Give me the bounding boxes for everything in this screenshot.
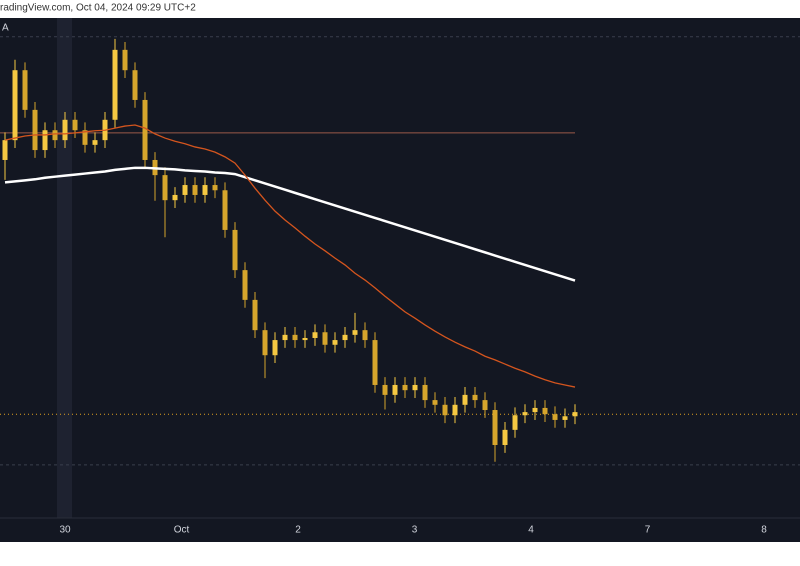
candle-body	[542, 407, 548, 415]
candle-body	[562, 416, 568, 420]
candle-body	[472, 394, 478, 401]
candle-body	[242, 270, 248, 300]
candle-body	[332, 340, 338, 345]
x-tick-label: 2	[295, 525, 301, 536]
candle-body	[42, 130, 48, 151]
candle-body	[482, 400, 488, 411]
candle-body	[12, 70, 18, 141]
candle-body	[172, 194, 178, 201]
candle-body	[422, 384, 428, 401]
candle-body	[182, 185, 188, 195]
x-tick-label: Oct	[174, 525, 190, 536]
candle-body	[212, 185, 218, 191]
candle-body	[312, 332, 318, 338]
candle-body	[232, 229, 238, 271]
candle-body	[192, 185, 198, 195]
candle-body	[412, 384, 418, 391]
candle-body	[502, 429, 508, 445]
candle-body	[122, 49, 128, 71]
candle-body	[132, 70, 138, 100]
candle-body	[272, 340, 278, 356]
candle-body	[342, 334, 348, 341]
candle-body	[492, 410, 498, 445]
x-tick-label: 30	[59, 525, 71, 536]
candle-body	[442, 404, 448, 416]
candle-body	[32, 109, 38, 151]
x-tick-label: 3	[412, 525, 418, 536]
candle-body	[222, 190, 228, 230]
candle-body	[302, 337, 308, 341]
candle-body	[252, 299, 258, 331]
candle-body	[202, 185, 208, 195]
corner-label: A	[2, 23, 9, 34]
candle-body	[62, 119, 68, 141]
candle-body	[2, 140, 8, 160]
x-tick-label: 7	[645, 525, 651, 536]
session-band	[57, 18, 72, 518]
candle-body	[372, 340, 378, 385]
candle-body	[432, 400, 438, 405]
candle-body	[82, 130, 88, 145]
candle-body	[52, 130, 58, 141]
candle-body	[522, 412, 528, 416]
candle-body	[92, 140, 98, 145]
candle-body	[402, 384, 408, 391]
candle-body	[362, 330, 368, 341]
candle-body	[572, 412, 578, 417]
candle-body	[22, 70, 28, 110]
moving-average	[4, 166, 576, 282]
candle-body	[512, 415, 518, 430]
candle-body	[382, 384, 388, 395]
candle-body	[262, 330, 268, 356]
candle-body	[532, 407, 538, 413]
moving-average	[4, 124, 576, 388]
candle-body	[162, 175, 168, 201]
x-tick-label: 4	[528, 525, 534, 536]
header-text: radingView.com, Oct 04, 2024 09:29 UTC+2	[0, 3, 196, 14]
candle-body	[72, 119, 78, 131]
chart-panel	[0, 18, 800, 542]
candle-body	[462, 394, 468, 405]
candle-body	[292, 334, 298, 341]
candle-body	[452, 404, 458, 416]
candle-body	[282, 334, 288, 341]
candle-body	[552, 414, 558, 420]
candle-body	[142, 99, 148, 160]
candle-body	[112, 49, 118, 120]
candle-body	[352, 330, 358, 335]
candle-body	[322, 332, 328, 345]
x-tick-label: 8	[761, 525, 767, 536]
candle-body	[392, 384, 398, 395]
